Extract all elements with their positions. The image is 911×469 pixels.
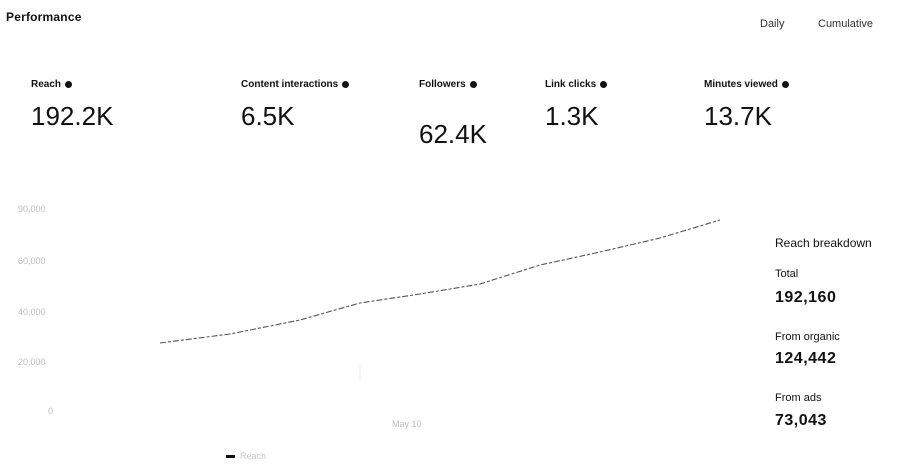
organic-value: 124,442 bbox=[775, 350, 837, 367]
organic-label: From organic bbox=[775, 331, 840, 343]
y-tick-label: 90,000 bbox=[18, 204, 46, 214]
ads-label: From ads bbox=[775, 392, 822, 404]
ads-value: 73,043 bbox=[775, 412, 827, 429]
x-axis-label: May 10 bbox=[392, 419, 422, 429]
content-interactions-label-text: Content interactions bbox=[241, 79, 339, 90]
followers-metric-value: 62.4K bbox=[419, 119, 487, 149]
cumulative-toggle[interactable]: Cumulative bbox=[818, 18, 874, 30]
minutes-viewed-metric-label: Minutes viewed bbox=[704, 79, 789, 90]
legend-label: Reach bbox=[240, 451, 267, 461]
reach-label-text: Reach bbox=[31, 79, 62, 90]
link-clicks-label-text: Link clicks bbox=[545, 79, 597, 90]
y-tick-label: 60,000 bbox=[18, 256, 46, 266]
followers-metric-label: Followers bbox=[419, 79, 477, 90]
minutes-viewed-metric-value: 13.7K bbox=[704, 101, 772, 131]
legend-swatch bbox=[226, 454, 235, 458]
info-icon[interactable] bbox=[342, 81, 350, 88]
followers-label-text: Followers bbox=[419, 79, 466, 90]
reach-metric-label: Reach bbox=[31, 79, 73, 90]
y-tick-label: 40,000 bbox=[18, 307, 46, 317]
reach-breakdown-title: Reach breakdown bbox=[775, 236, 872, 250]
content-interactions-metric-label: Content interactions bbox=[241, 79, 350, 90]
reach-series-line bbox=[159, 219, 721, 344]
info-icon[interactable] bbox=[469, 81, 477, 88]
minutes-viewed-label-text: Minutes viewed bbox=[704, 79, 778, 90]
total-label: Total bbox=[775, 268, 799, 280]
reach-metric-value: 192.2K bbox=[31, 101, 114, 131]
legend-item-reach[interactable]: Reach bbox=[226, 451, 266, 461]
daily-toggle[interactable]: Daily bbox=[760, 18, 785, 30]
y-tick-label: 0 bbox=[48, 406, 54, 416]
info-icon[interactable] bbox=[781, 81, 789, 88]
total-value: 192,160 bbox=[775, 289, 837, 306]
link-clicks-metric-value: 1.3K bbox=[545, 101, 599, 131]
content-interactions-metric-value: 6.5K bbox=[241, 101, 295, 131]
link-clicks-metric-label: Link clicks bbox=[545, 79, 608, 90]
info-icon[interactable] bbox=[65, 81, 73, 88]
page-title: Performance bbox=[6, 10, 82, 24]
info-icon[interactable] bbox=[600, 81, 608, 88]
y-tick-label: 20,000 bbox=[18, 357, 46, 367]
